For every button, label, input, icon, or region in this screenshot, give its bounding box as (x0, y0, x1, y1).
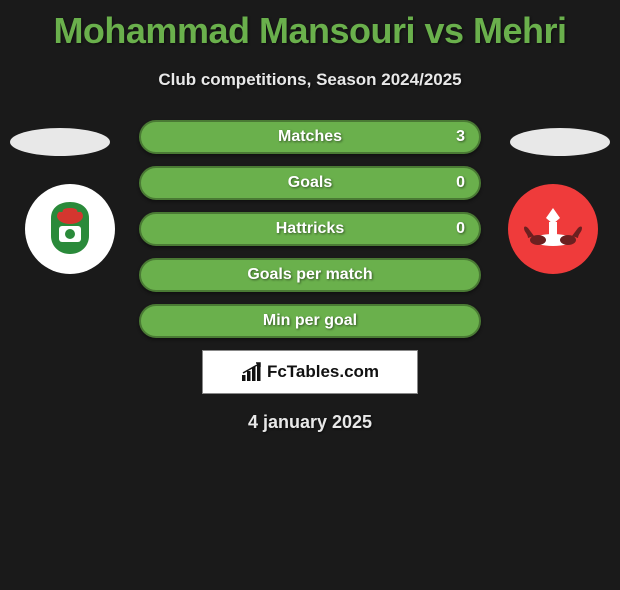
bar-chart-icon (241, 362, 263, 382)
page-title: Mohammad Mansouri vs Mehri (0, 10, 620, 52)
stat-label: Min per goal (263, 312, 357, 330)
stat-row-hattricks: Hattricks 0 (139, 212, 481, 246)
stat-right-value: 3 (456, 128, 465, 146)
club-logo-right (520, 204, 586, 254)
comparison-content: Matches 3 Goals 0 Hattricks 0 Goals per … (0, 120, 620, 433)
stat-right-value: 0 (456, 174, 465, 192)
stats-list: Matches 3 Goals 0 Hattricks 0 Goals per … (139, 120, 481, 338)
stat-row-min-per-goal: Min per goal (139, 304, 481, 338)
stat-label: Goals per match (247, 266, 372, 284)
stat-label: Hattricks (276, 220, 344, 238)
club-logo-left (37, 196, 103, 262)
stat-label: Matches (278, 128, 342, 146)
club-badge-right (508, 184, 598, 274)
site-logo-text: FcTables.com (267, 362, 379, 382)
stat-right-value: 0 (456, 220, 465, 238)
subtitle: Club competitions, Season 2024/2025 (0, 70, 620, 90)
club-badge-left (25, 184, 115, 274)
player-right-photo-placeholder (510, 128, 610, 156)
stat-row-goals: Goals 0 (139, 166, 481, 200)
stat-label: Goals (288, 174, 332, 192)
date-label: 4 january 2025 (0, 412, 620, 433)
player-left-photo-placeholder (10, 128, 110, 156)
stat-row-goals-per-match: Goals per match (139, 258, 481, 292)
site-logo-box[interactable]: FcTables.com (202, 350, 418, 394)
stat-row-matches: Matches 3 (139, 120, 481, 154)
